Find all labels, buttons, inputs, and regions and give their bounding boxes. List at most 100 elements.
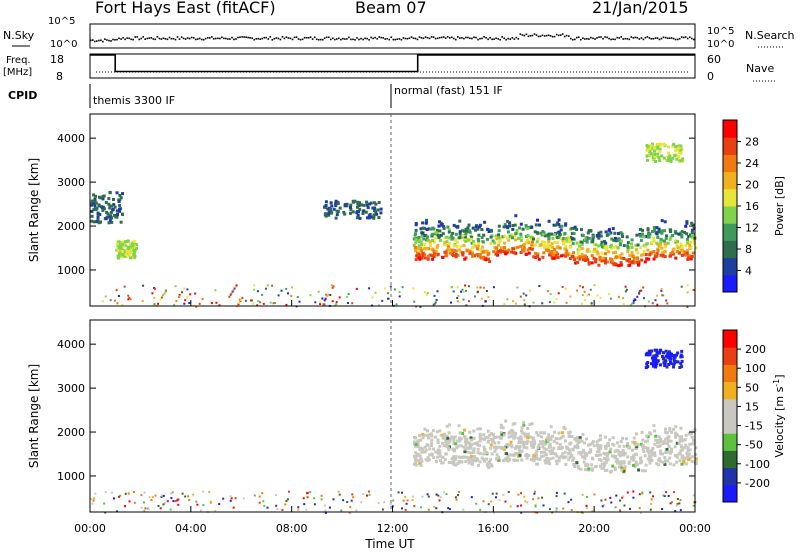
- scatter-cell: [368, 287, 371, 290]
- scatter-cell: [579, 284, 582, 287]
- scatter-cell: [349, 206, 352, 209]
- scatter-cell: [406, 499, 409, 502]
- scatter-cell: [177, 503, 180, 506]
- scatter-cell: [314, 301, 317, 304]
- noise-sample: [336, 38, 338, 40]
- scatter-cell: [650, 356, 654, 360]
- scatter-cell: [413, 458, 417, 462]
- scatter-cell: [447, 247, 451, 251]
- scatter-cell: [502, 459, 506, 463]
- scatter-cell: [342, 210, 346, 214]
- scatter-cell: [430, 441, 434, 445]
- scatter-cell: [663, 220, 667, 224]
- scatter-cell: [541, 496, 544, 499]
- scatter-cell: [522, 432, 526, 435]
- scatter-cell: [649, 450, 653, 454]
- scatter-cell: [524, 454, 528, 457]
- scatter-cell: [644, 366, 648, 370]
- scatter-cell: [617, 444, 621, 448]
- scatter-cell: [654, 299, 657, 302]
- scatter-cell: [495, 456, 499, 460]
- x-tick-label: 00:00: [74, 522, 106, 535]
- scatter-cell: [468, 251, 472, 255]
- colorbar-swatch: [723, 381, 737, 400]
- scatter-cell: [608, 293, 611, 296]
- scatter-cell: [676, 498, 679, 500]
- scatter-cell: [486, 464, 490, 468]
- scatter-cell: [617, 465, 621, 469]
- scatter-cell: [561, 452, 565, 456]
- scatter-cell: [575, 228, 579, 231]
- scatter-cell: [686, 449, 690, 452]
- scatter-cell: [463, 235, 467, 239]
- scatter-cell: [454, 252, 458, 256]
- scatter-cell: [430, 248, 434, 252]
- scatter-cell: [630, 245, 634, 249]
- scatter-cell: [657, 156, 661, 159]
- scatter-cell: [262, 500, 265, 503]
- scatter-cell: [507, 431, 511, 435]
- scatter-cell: [673, 154, 677, 158]
- scatter-cell: [622, 444, 626, 448]
- freq-trace: [90, 54, 695, 73]
- scatter-cell: [505, 452, 509, 456]
- noise-sample: [449, 37, 451, 39]
- scatter-cell: [559, 254, 563, 258]
- scatter-cell: [523, 445, 527, 449]
- scatter-cell: [621, 436, 625, 440]
- noise-sample: [586, 38, 588, 40]
- scatter-cell: [487, 230, 491, 233]
- scatter-cell: [522, 442, 526, 446]
- scatter-cell: [517, 236, 521, 240]
- scatter-cell: [562, 507, 565, 510]
- scatter-cell: [589, 229, 593, 233]
- scatter-cell: [528, 435, 532, 439]
- scatter-cell: [201, 298, 204, 301]
- scatter-cell: [323, 205, 326, 209]
- scatter-cell: [553, 233, 557, 237]
- scatter-cell: [450, 457, 454, 461]
- scatter-cell: [426, 238, 430, 242]
- scatter-cell: [615, 494, 618, 497]
- scatter-cell: [420, 249, 424, 253]
- scatter-cell: [452, 438, 456, 442]
- scatter-cell: [366, 494, 368, 497]
- scatter-cell: [619, 461, 623, 465]
- scatter-cell: [513, 452, 517, 456]
- scatter-cell: [102, 207, 106, 211]
- scatter-cell: [525, 446, 529, 450]
- scatter-cell: [511, 247, 515, 251]
- scatter-cell: [553, 430, 557, 434]
- scatter-cell: [657, 230, 661, 234]
- scatter-cell: [585, 240, 589, 244]
- scatter-cell: [666, 355, 670, 359]
- scatter-cell: [680, 349, 684, 353]
- scatter-cell: [456, 444, 460, 448]
- scatter-cell: [101, 195, 105, 199]
- scatter-cell: [356, 202, 360, 206]
- scatter-cell: [684, 443, 688, 447]
- scatter-cell: [484, 436, 487, 440]
- scatter-cell: [567, 435, 571, 438]
- scatter-cell: [620, 252, 624, 256]
- scatter-cell: [510, 233, 514, 237]
- scatter-cell: [425, 228, 429, 232]
- scatter-cell: [522, 292, 525, 295]
- noise-sample: [398, 38, 401, 40]
- scatter-cell: [511, 422, 515, 426]
- noise-tick-top-left: 10^5: [48, 16, 75, 27]
- scatter-cell: [554, 459, 558, 463]
- scatter-cell: [487, 296, 490, 298]
- scatter-cell: [147, 508, 150, 511]
- scatter-cell: [422, 237, 426, 241]
- noise-sample: [358, 38, 360, 41]
- scatter-cell: [656, 445, 660, 448]
- colorbar-label: Velocity [m s-1]: [772, 374, 787, 457]
- scatter-cell: [558, 437, 562, 441]
- scatter-cell: [593, 493, 596, 496]
- noise-sample: [340, 38, 342, 41]
- scatter-cell: [448, 423, 452, 427]
- scatter-cell: [680, 285, 683, 288]
- noise-sample: [134, 36, 136, 38]
- scatter-cell: [446, 225, 450, 229]
